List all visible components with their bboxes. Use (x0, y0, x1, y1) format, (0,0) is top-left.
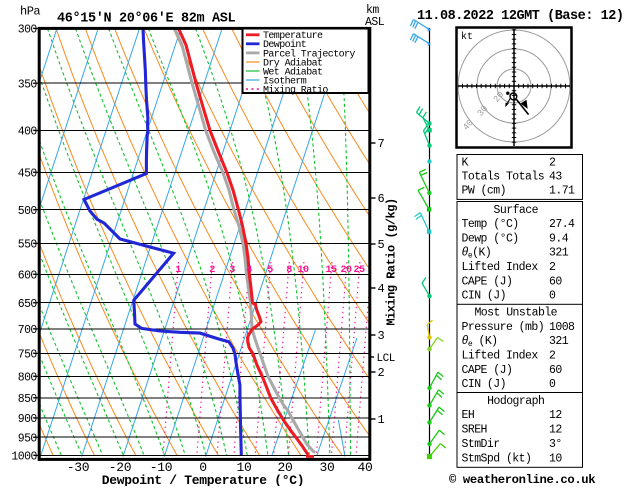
svg-text:27.4: 27.4 (549, 218, 575, 231)
svg-text:CIN (J): CIN (J) (462, 290, 506, 303)
svg-text:CAPE (J): CAPE (J) (462, 364, 513, 377)
svg-text:Hodograph: Hodograph (487, 395, 544, 408)
svg-text:PW (cm): PW (cm) (462, 184, 506, 197)
svg-text:600: 600 (18, 270, 38, 283)
svg-text:6: 6 (378, 192, 385, 206)
svg-text:θe(K): θe(K) (462, 247, 492, 261)
svg-text:Dewpoint: Dewpoint (263, 39, 306, 51)
svg-text:350: 350 (18, 78, 38, 91)
svg-text:550: 550 (18, 239, 38, 252)
svg-text:1.71: 1.71 (549, 184, 575, 197)
svg-text:900: 900 (18, 413, 38, 426)
svg-text:8: 8 (286, 265, 292, 276)
svg-text:450: 450 (18, 168, 38, 181)
svg-text:Isotherm: Isotherm (263, 76, 307, 88)
svg-text:2: 2 (549, 261, 556, 274)
svg-text:400: 400 (18, 126, 38, 139)
svg-text:Mixing Ratio (g/kg): Mixing Ratio (g/kg) (385, 198, 399, 325)
svg-text:25: 25 (353, 265, 365, 276)
svg-text:Dewp (°C): Dewp (°C) (462, 232, 519, 245)
svg-text:650: 650 (18, 298, 38, 311)
svg-text:Wet Adiabat: Wet Adiabat (263, 66, 322, 78)
svg-text:kt: kt (461, 31, 473, 43)
svg-text:15: 15 (325, 265, 337, 276)
svg-text:700: 700 (18, 324, 38, 337)
svg-text:-30: -30 (67, 460, 90, 475)
svg-text:2: 2 (209, 265, 215, 276)
svg-text:StmDir: StmDir (462, 438, 500, 451)
svg-text:Totals Totals: Totals Totals (462, 170, 545, 183)
svg-text:4: 4 (246, 265, 252, 276)
svg-text:-20: -20 (109, 460, 132, 475)
svg-text:LCL: LCL (377, 353, 395, 365)
svg-text:© weatheronline.co.uk: © weatheronline.co.uk (449, 473, 595, 486)
svg-text:60: 60 (549, 364, 562, 377)
svg-text:Most Unstable: Most Unstable (474, 307, 557, 320)
svg-text:20: 20 (277, 460, 292, 475)
svg-text:10: 10 (297, 265, 309, 276)
svg-text:0: 0 (199, 460, 207, 475)
svg-text:hPa: hPa (20, 5, 40, 19)
svg-text:2: 2 (378, 366, 385, 380)
svg-text:3: 3 (378, 329, 385, 343)
svg-text:CIN (J): CIN (J) (462, 378, 506, 391)
svg-text:Temp (°C): Temp (°C) (462, 218, 519, 231)
svg-text:0: 0 (549, 378, 556, 391)
svg-text:11.08.2022 12GMT (Base: 12): 11.08.2022 12GMT (Base: 12) (417, 9, 624, 24)
svg-text:Temperature: Temperature (263, 31, 323, 42)
svg-text:9.4: 9.4 (549, 232, 569, 245)
svg-text:K: K (462, 156, 469, 169)
svg-text:SREH: SREH (462, 424, 487, 437)
svg-text:950: 950 (18, 432, 38, 445)
svg-text:10: 10 (236, 460, 251, 475)
svg-text:1: 1 (378, 413, 385, 427)
svg-text:5: 5 (267, 265, 273, 276)
svg-text:300: 300 (18, 24, 38, 37)
svg-text:850: 850 (18, 393, 38, 406)
svg-text:12: 12 (549, 424, 562, 437)
svg-text:3: 3 (229, 265, 235, 276)
svg-text:1: 1 (175, 265, 181, 276)
svg-text:Lifted Index: Lifted Index (462, 261, 539, 274)
svg-text:60: 60 (549, 275, 562, 288)
svg-text:EH: EH (462, 409, 475, 422)
svg-text:4: 4 (378, 282, 385, 296)
svg-text:46°15'N 20°06'E 82m ASL: 46°15'N 20°06'E 82m ASL (57, 12, 236, 27)
svg-text:1008: 1008 (549, 321, 575, 334)
svg-text:ASL: ASL (365, 16, 385, 29)
svg-text:43: 43 (549, 170, 562, 183)
svg-text:Pressure (mb): Pressure (mb) (462, 321, 545, 334)
svg-text:-10: -10 (150, 460, 173, 475)
svg-text:12: 12 (549, 409, 562, 422)
svg-text:Surface: Surface (494, 204, 539, 217)
svg-text:10: 10 (549, 452, 562, 465)
svg-text:1000: 1000 (11, 451, 37, 464)
svg-text:5: 5 (378, 238, 385, 252)
svg-text:3°: 3° (549, 438, 562, 451)
svg-text:km: km (366, 4, 379, 17)
svg-text:Parcel Trajectory: Parcel Trajectory (263, 48, 355, 60)
svg-text:0: 0 (549, 290, 556, 303)
svg-text:7: 7 (378, 137, 385, 151)
svg-text:Mixing Ratio: Mixing Ratio (263, 85, 328, 97)
svg-text:Lifted Index: Lifted Index (462, 350, 539, 363)
svg-text:Dewpoint / Temperature (°C): Dewpoint / Temperature (°C) (102, 473, 305, 486)
svg-text:2: 2 (549, 156, 556, 169)
svg-text:θe (K): θe (K) (462, 335, 498, 349)
svg-text:800: 800 (18, 372, 38, 385)
svg-text:321: 321 (549, 247, 569, 260)
svg-text:StmSpd (kt): StmSpd (kt) (462, 452, 532, 465)
svg-text:CAPE (J): CAPE (J) (462, 275, 513, 288)
svg-text:30: 30 (319, 460, 334, 475)
svg-text:2: 2 (549, 350, 556, 363)
svg-text:750: 750 (18, 349, 38, 362)
svg-text:321: 321 (549, 335, 569, 348)
svg-text:40: 40 (357, 460, 372, 475)
svg-text:Dry Adiabat: Dry Adiabat (263, 57, 322, 69)
svg-text:500: 500 (18, 205, 38, 218)
svg-text:20: 20 (340, 265, 352, 276)
